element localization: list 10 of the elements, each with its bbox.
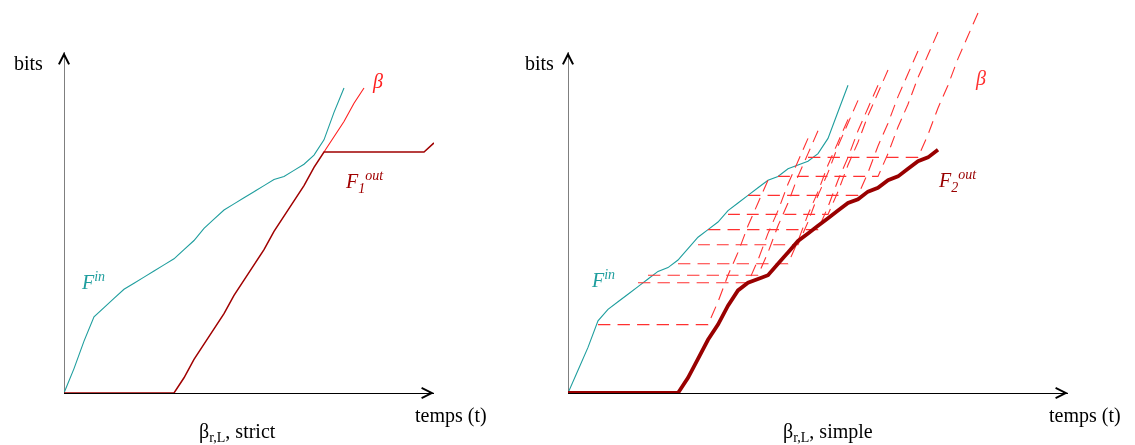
series-label: F$^{in}$ — [81, 269, 106, 294]
text: β$_{r,L}$, strict — [199, 420, 276, 445]
y-axis-title: bits — [14, 52, 44, 74]
series-label: β — [372, 70, 383, 93]
text: β$_{r,L}$, simple — [783, 420, 873, 445]
x-axis-title: temps (t) — [415, 404, 487, 427]
y-axis-title: bits — [525, 52, 555, 74]
series-label: F$^{in}$ — [591, 267, 616, 292]
x-axis-title: temps (t) — [1049, 404, 1121, 427]
series-label: β — [975, 67, 986, 90]
